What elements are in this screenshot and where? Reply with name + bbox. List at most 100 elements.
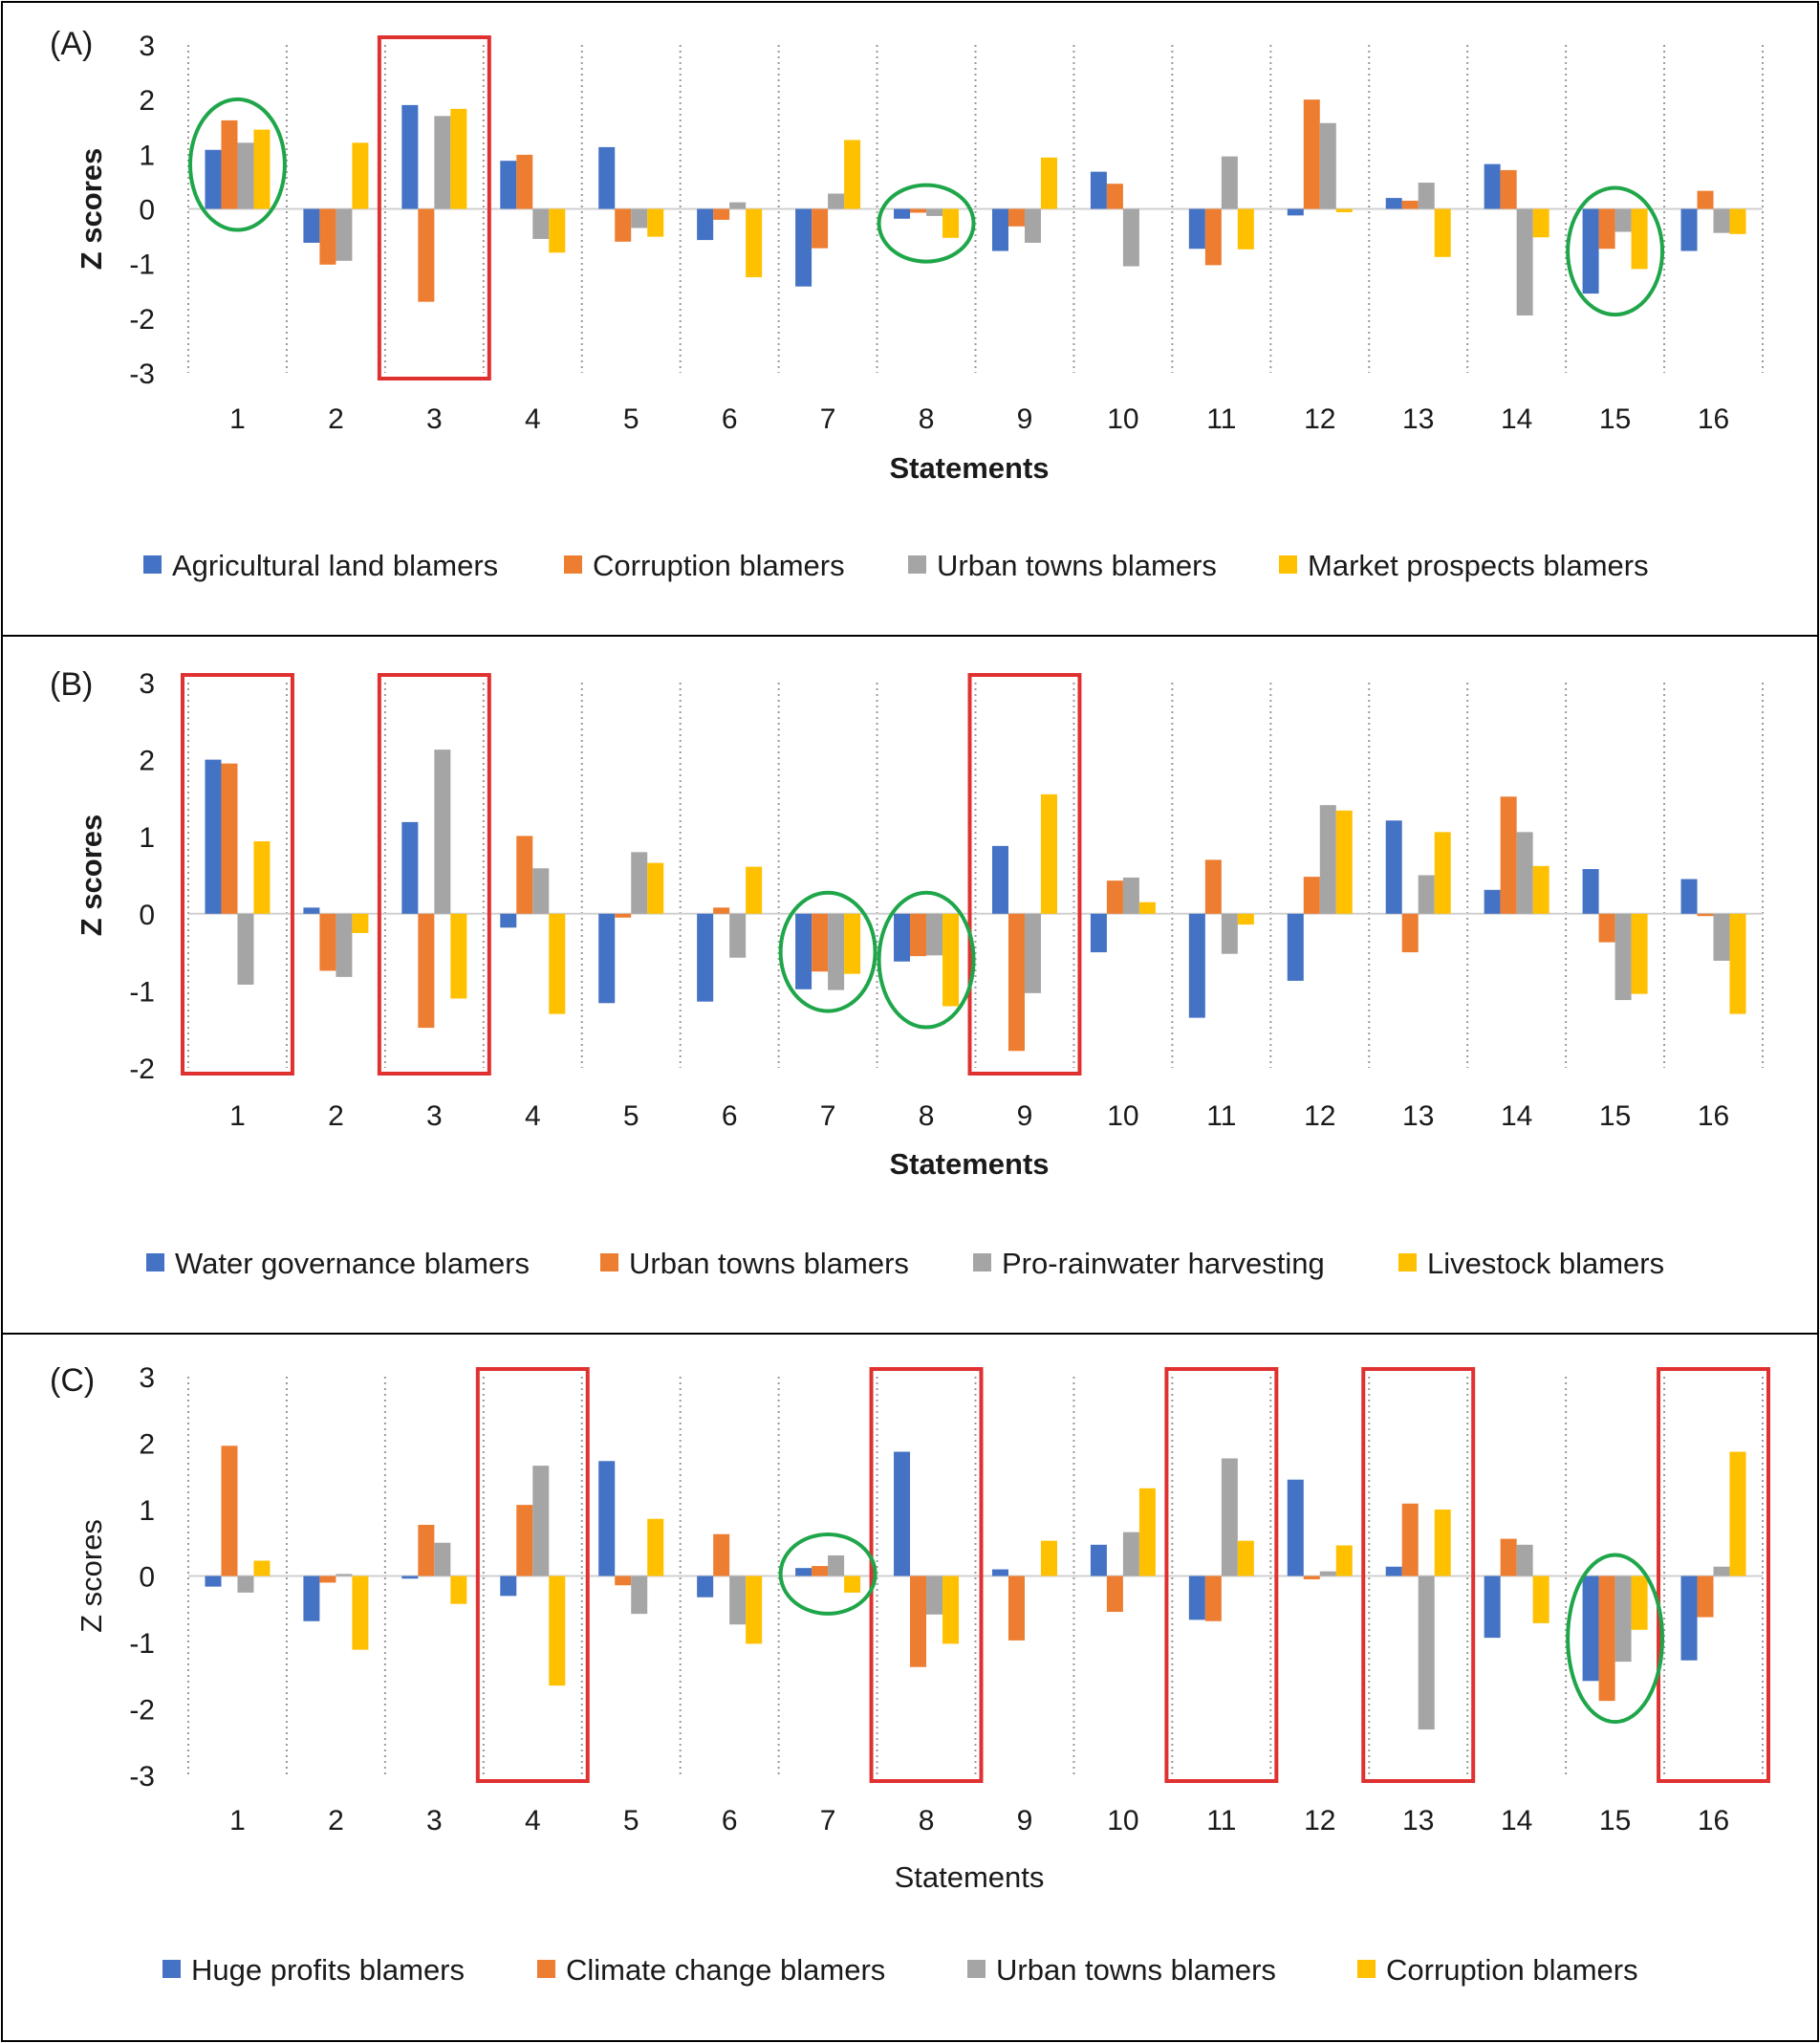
bar-s2-stmt14 <box>1500 1538 1517 1576</box>
bar-s2-stmt9 <box>1008 913 1025 1052</box>
bar-s1-stmt4 <box>500 161 517 209</box>
highlight-box <box>1657 1367 1770 1783</box>
legend-label: Corruption blamers <box>1386 1953 1638 1987</box>
bar-s1-stmt3 <box>401 1576 419 1579</box>
bar-s2-stmt1 <box>221 763 238 914</box>
bar-s3-stmt15 <box>1614 913 1632 1001</box>
bar-s1-stmt5 <box>598 1461 616 1576</box>
bar-s2-stmt3 <box>418 913 435 1029</box>
y-tick-label: -1 <box>129 1628 155 1660</box>
bar-s1-stmt10 <box>1090 171 1107 209</box>
bar-s1-stmt12 <box>1287 208 1304 216</box>
x-tick-label: 2 <box>328 1805 344 1837</box>
bar-s3-stmt4 <box>532 1466 550 1576</box>
bar-s4-stmt6 <box>746 1576 763 1644</box>
bar-s3-stmt11 <box>1221 913 1238 954</box>
bar-s4-stmt7 <box>844 913 861 974</box>
bar-s1-stmt2 <box>303 208 320 243</box>
bar-s3-stmt11 <box>1221 156 1238 209</box>
highlight-box <box>377 673 491 1076</box>
bar-s4-stmt9 <box>1040 157 1057 209</box>
x-tick-label: 10 <box>1107 1805 1138 1837</box>
y-tick-label: 3 <box>139 1362 155 1394</box>
legend-label: Huge profits blamers <box>191 1953 465 1987</box>
y-tick-label: 2 <box>139 746 155 777</box>
bar-s1-stmt14 <box>1484 1576 1501 1639</box>
bar-s4-stmt11 <box>1237 913 1254 925</box>
bar-s1-stmt6 <box>697 208 714 241</box>
bar-s4-stmt5 <box>647 208 664 237</box>
bar-s4-stmt14 <box>1532 208 1549 238</box>
highlight-box <box>377 35 491 380</box>
y-tick-label: 0 <box>139 900 155 931</box>
bar-s2-stmt7 <box>812 913 829 972</box>
bar-s2-stmt7 <box>812 1566 829 1576</box>
bar-s4-stmt1 <box>253 129 271 209</box>
bar-s4-stmt10 <box>1138 902 1156 914</box>
highlight-circle <box>877 890 976 1030</box>
y-tick-label: -3 <box>129 1761 155 1793</box>
bar-s2-stmt11 <box>1204 859 1222 914</box>
x-tick-label: 15 <box>1599 1805 1631 1837</box>
bar-s1-stmt16 <box>1680 1576 1698 1661</box>
bar-s4-stmt1 <box>253 841 271 914</box>
x-tick-label: 8 <box>919 403 935 435</box>
x-tick-label: 11 <box>1206 1805 1236 1837</box>
x-tick-label: 9 <box>1017 1100 1033 1132</box>
y-tick-label: -3 <box>129 359 155 390</box>
bar-s3-stmt3 <box>434 116 451 209</box>
highlight-box <box>869 1367 984 1783</box>
bar-s2-stmt3 <box>418 208 435 302</box>
bar-s3-stmt15 <box>1614 208 1632 232</box>
bar-s1-stmt1 <box>205 149 222 209</box>
bar-s4-stmt3 <box>450 108 467 209</box>
bar-s4-stmt16 <box>1729 913 1746 1014</box>
bar-s4-stmt3 <box>450 1576 467 1604</box>
bar-s4-stmt11 <box>1237 1540 1254 1576</box>
x-tick-label: 6 <box>722 1100 738 1132</box>
bar-s1-stmt10 <box>1090 913 1107 953</box>
bar-s2-stmt15 <box>1598 208 1615 250</box>
bar-s4-stmt14 <box>1532 1576 1549 1623</box>
legend-swatch <box>537 1960 555 1978</box>
x-tick-label: 3 <box>426 1805 443 1837</box>
bar-s2-stmt14 <box>1500 169 1517 209</box>
bar-s2-stmt12 <box>1303 877 1320 914</box>
y-tick-label: 1 <box>139 822 155 854</box>
bar-s3-stmt4 <box>532 208 550 239</box>
bar-s3-stmt16 <box>1713 208 1730 233</box>
bar-s2-stmt14 <box>1500 796 1517 914</box>
bar-s3-stmt5 <box>631 1576 648 1615</box>
legend-swatch <box>162 1960 181 1978</box>
bar-s1-stmt1 <box>205 1576 222 1587</box>
bar-s4-stmt11 <box>1237 208 1254 250</box>
bar-s4-stmt16 <box>1729 208 1746 234</box>
bar-s2-stmt5 <box>615 913 632 918</box>
bar-s1-stmt14 <box>1484 163 1501 209</box>
bar-s2-stmt10 <box>1106 184 1123 209</box>
legend-label: Market prospects blamers <box>1308 549 1649 582</box>
x-tick-label: 16 <box>1698 403 1729 435</box>
bar-s3-stmt3 <box>434 750 451 914</box>
legend-swatch <box>908 555 926 574</box>
x-tick-label: 9 <box>1017 403 1033 435</box>
x-tick-label: 14 <box>1501 1100 1532 1132</box>
bar-s1-stmt6 <box>697 1576 714 1597</box>
highlight-circle <box>877 183 976 264</box>
bar-s1-stmt9 <box>991 845 1008 914</box>
bar-s1-stmt9 <box>991 1569 1008 1576</box>
panel-frame <box>1 1333 1819 2042</box>
x-axis-label: Statements <box>895 1860 1045 1894</box>
bar-s4-stmt4 <box>549 913 566 1014</box>
y-axis-label: Z scores <box>75 148 108 271</box>
bar-s4-stmt13 <box>1434 1510 1451 1576</box>
bar-s3-stmt13 <box>1418 875 1435 914</box>
bar-s1-stmt11 <box>1188 913 1205 1018</box>
bar-s3-stmt12 <box>1319 1571 1336 1576</box>
x-tick-label: 16 <box>1698 1100 1729 1132</box>
bar-s3-stmt12 <box>1319 805 1336 914</box>
y-tick-label: 0 <box>139 1562 155 1594</box>
highlight-circle <box>778 1532 878 1616</box>
bar-s1-stmt3 <box>401 821 419 914</box>
bar-s1-stmt15 <box>1582 208 1599 294</box>
